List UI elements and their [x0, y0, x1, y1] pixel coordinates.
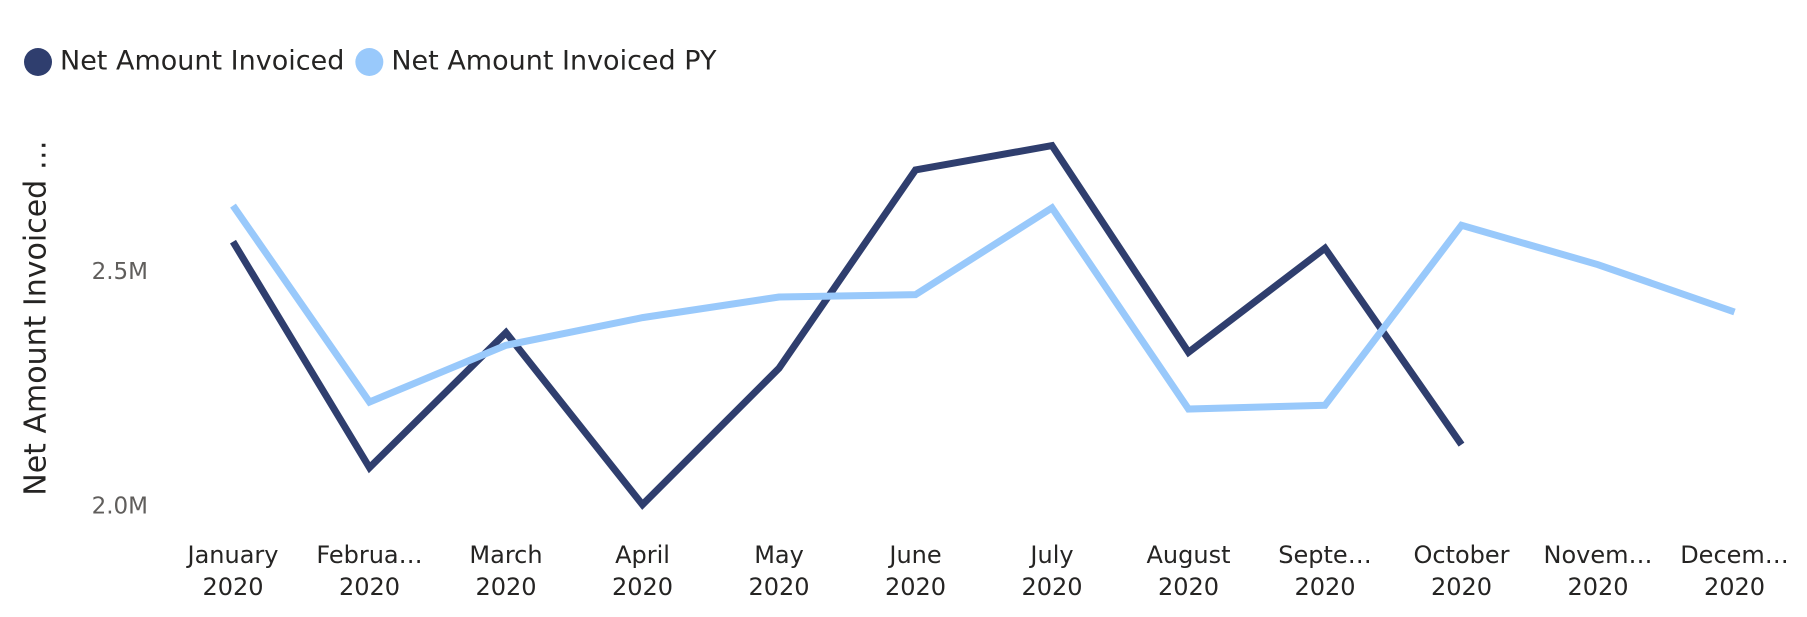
x-tick-label: Septe…	[1278, 541, 1371, 569]
x-tick-label: Novem…	[1544, 541, 1653, 569]
x-tick-label: May	[754, 541, 804, 569]
x-tick-label: Decem…	[1680, 541, 1789, 569]
legend-marker	[24, 48, 52, 76]
x-tick-label: October	[1413, 541, 1509, 569]
y-axis-title: Net Amount Invoiced …	[19, 140, 54, 495]
line-series	[230, 203, 1736, 413]
x-tick-label: 2020	[1158, 573, 1219, 601]
legend-label: Net Amount Invoiced	[60, 46, 344, 77]
x-tick-label: April	[615, 541, 670, 569]
x-tick-label: 2020	[1567, 573, 1628, 601]
line-series	[230, 141, 1465, 510]
x-tick-label: 2020	[885, 573, 946, 601]
x-tick-label: Februa…	[316, 541, 422, 569]
x-tick-label: 2020	[1021, 573, 1082, 601]
x-tick-label: 2020	[202, 573, 263, 601]
x-tick-label: 2020	[1431, 573, 1492, 601]
x-tick-label: January	[186, 541, 279, 569]
y-tick-label: 2.0M	[92, 494, 148, 520]
x-tick-label: July	[1028, 541, 1073, 569]
x-tick-label: August	[1147, 541, 1231, 569]
y-tick-label: 2.5M	[92, 259, 148, 285]
x-tick-label: 2020	[748, 573, 809, 601]
x-tick-label: June	[887, 541, 941, 569]
legend-marker	[355, 48, 384, 76]
x-tick-label: 2020	[1294, 573, 1355, 601]
x-tick-label: March	[469, 541, 542, 569]
x-tick-label: 2020	[1704, 573, 1765, 601]
x-tick-label: 2020	[475, 573, 536, 601]
x-tick-label: 2020	[339, 573, 400, 601]
legend-label: Net Amount Invoiced PY	[391, 46, 717, 77]
x-tick-label: 2020	[612, 573, 673, 601]
